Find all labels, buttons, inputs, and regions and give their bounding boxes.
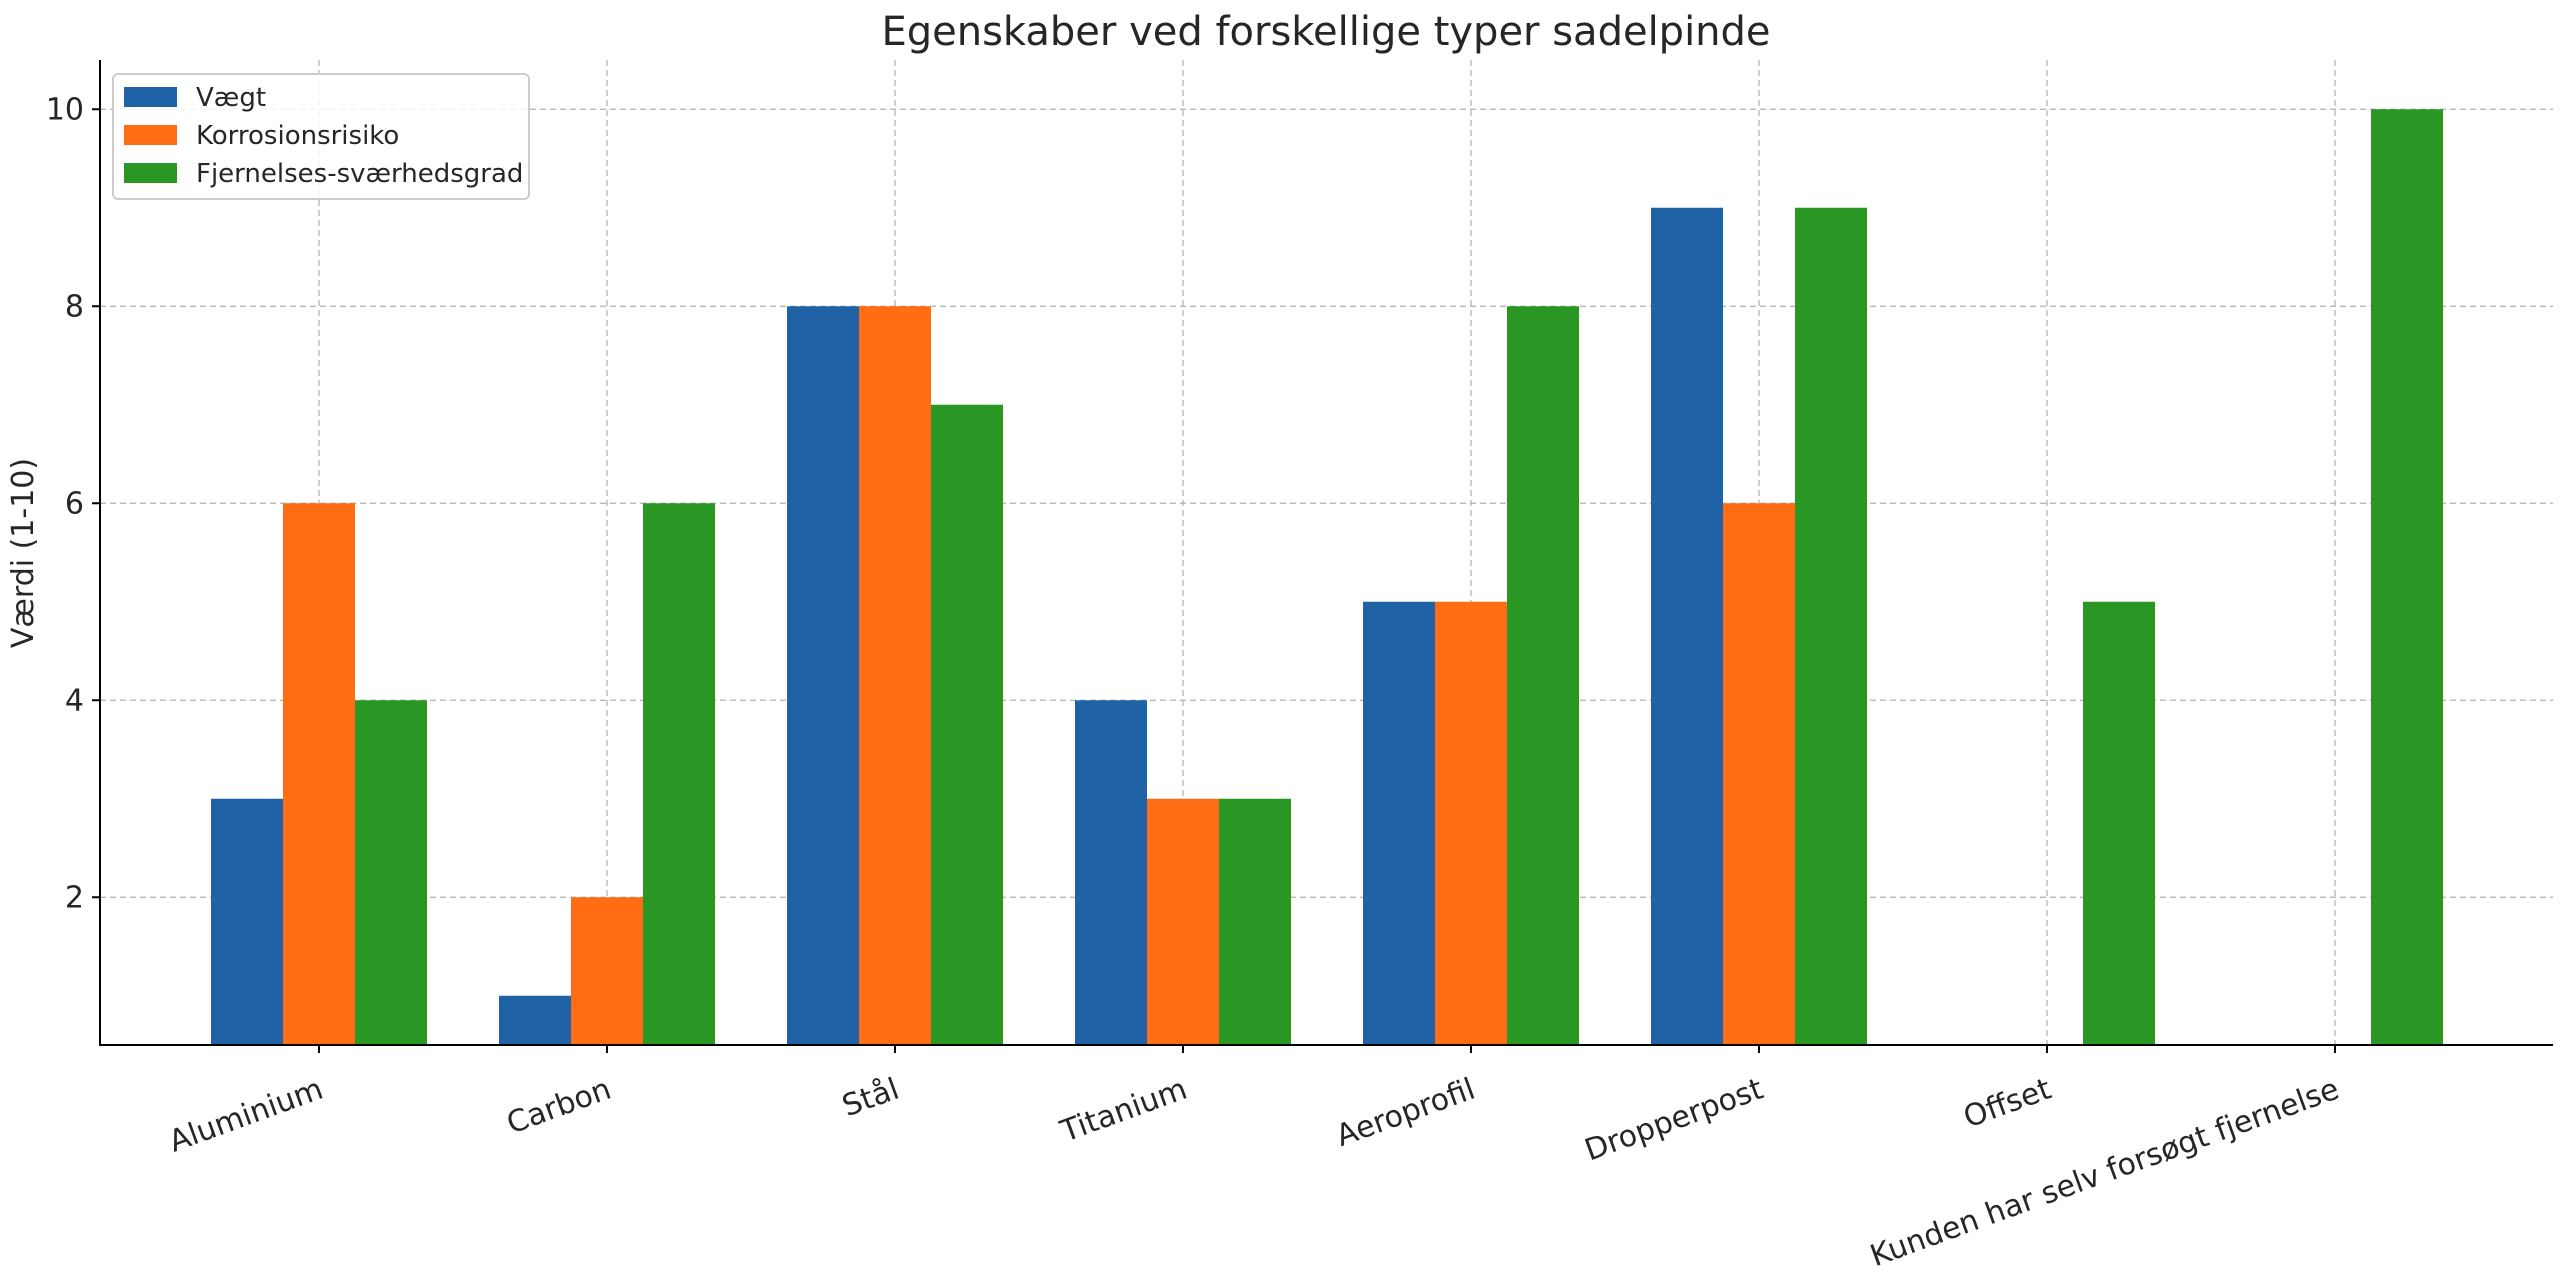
bar-korrosionsrisiko-1 [571, 897, 643, 1045]
bar-fjernelses-sv-rhedsgrad-6 [2083, 601, 2155, 1045]
x-tick-label: Titanium [1055, 1072, 1191, 1150]
bar-fjernelses-sv-rhedsgrad-7 [2371, 109, 2443, 1045]
bar-fjernelses-sv-rhedsgrad-4 [1507, 306, 1579, 1045]
bars-layer [211, 109, 2443, 1045]
y-tick-label: 4 [65, 683, 84, 718]
y-tick-label: 6 [65, 486, 84, 521]
chart-title: Egenskaber ved forskellige typer sadelpi… [881, 9, 1770, 55]
x-tick-label: Kunden har selv forsøgt fjernelse [1866, 1072, 2344, 1269]
x-tick-label: Dropperpost [1580, 1072, 1768, 1169]
bar-korrosionsrisiko-4 [1435, 601, 1507, 1045]
x-tick-label: Carbon [502, 1072, 616, 1142]
y-axis-label: Værdi (1-10) [6, 458, 41, 648]
y-tick-label: 2 [65, 880, 84, 915]
x-tick-label: Aeroprofil [1332, 1072, 1480, 1154]
legend-swatch [124, 163, 177, 183]
x-tick-labels: Aluminium Carbon Stål Titanium Aeroprofil Dro… [164, 1072, 2344, 1273]
bar-v-gt-1 [499, 995, 571, 1045]
x-tick-label: Offset [1959, 1072, 2056, 1136]
y-ticks: 2 4 6 8 10 [46, 92, 2336, 1053]
axes-layer [99, 60, 2553, 1046]
legend-frame [112, 73, 530, 200]
legend-label: Vægt [196, 83, 266, 113]
legend-label: Korrosionsrisiko [196, 121, 399, 151]
bar-fjernelses-sv-rhedsgrad-2 [931, 404, 1003, 1045]
bar-v-gt-5 [1651, 207, 1723, 1045]
bar-korrosionsrisiko-3 [1147, 798, 1219, 1045]
x-tick-label: Stål [838, 1072, 904, 1125]
legend-label: Fjernelses-sværhedsgrad [196, 159, 523, 189]
bar-v-gt-0 [211, 798, 283, 1045]
bar-fjernelses-sv-rhedsgrad-5 [1795, 207, 1867, 1045]
y-tick-label: 10 [46, 92, 84, 127]
bar-fjernelses-sv-rhedsgrad-1 [643, 503, 715, 1045]
legend: Vægt Korrosionsrisiko Fjernelses-sværhedsg… [112, 73, 530, 200]
bar-korrosionsrisiko-0 [283, 503, 355, 1045]
bar-fjernelses-sv-rhedsgrad-0 [355, 700, 427, 1045]
legend-swatch [124, 87, 177, 107]
y-tick-label: 8 [65, 289, 84, 324]
bar-v-gt-4 [1363, 601, 1435, 1045]
bar-v-gt-2 [787, 306, 859, 1045]
grid-layer [100, 60, 2553, 1045]
bar-korrosionsrisiko-2 [859, 306, 931, 1045]
bar-fjernelses-sv-rhedsgrad-3 [1219, 798, 1291, 1045]
bar-v-gt-3 [1075, 700, 1147, 1045]
bar-korrosionsrisiko-5 [1723, 503, 1795, 1045]
legend-swatch [124, 125, 177, 145]
x-tick-label: Aluminium [164, 1072, 327, 1160]
